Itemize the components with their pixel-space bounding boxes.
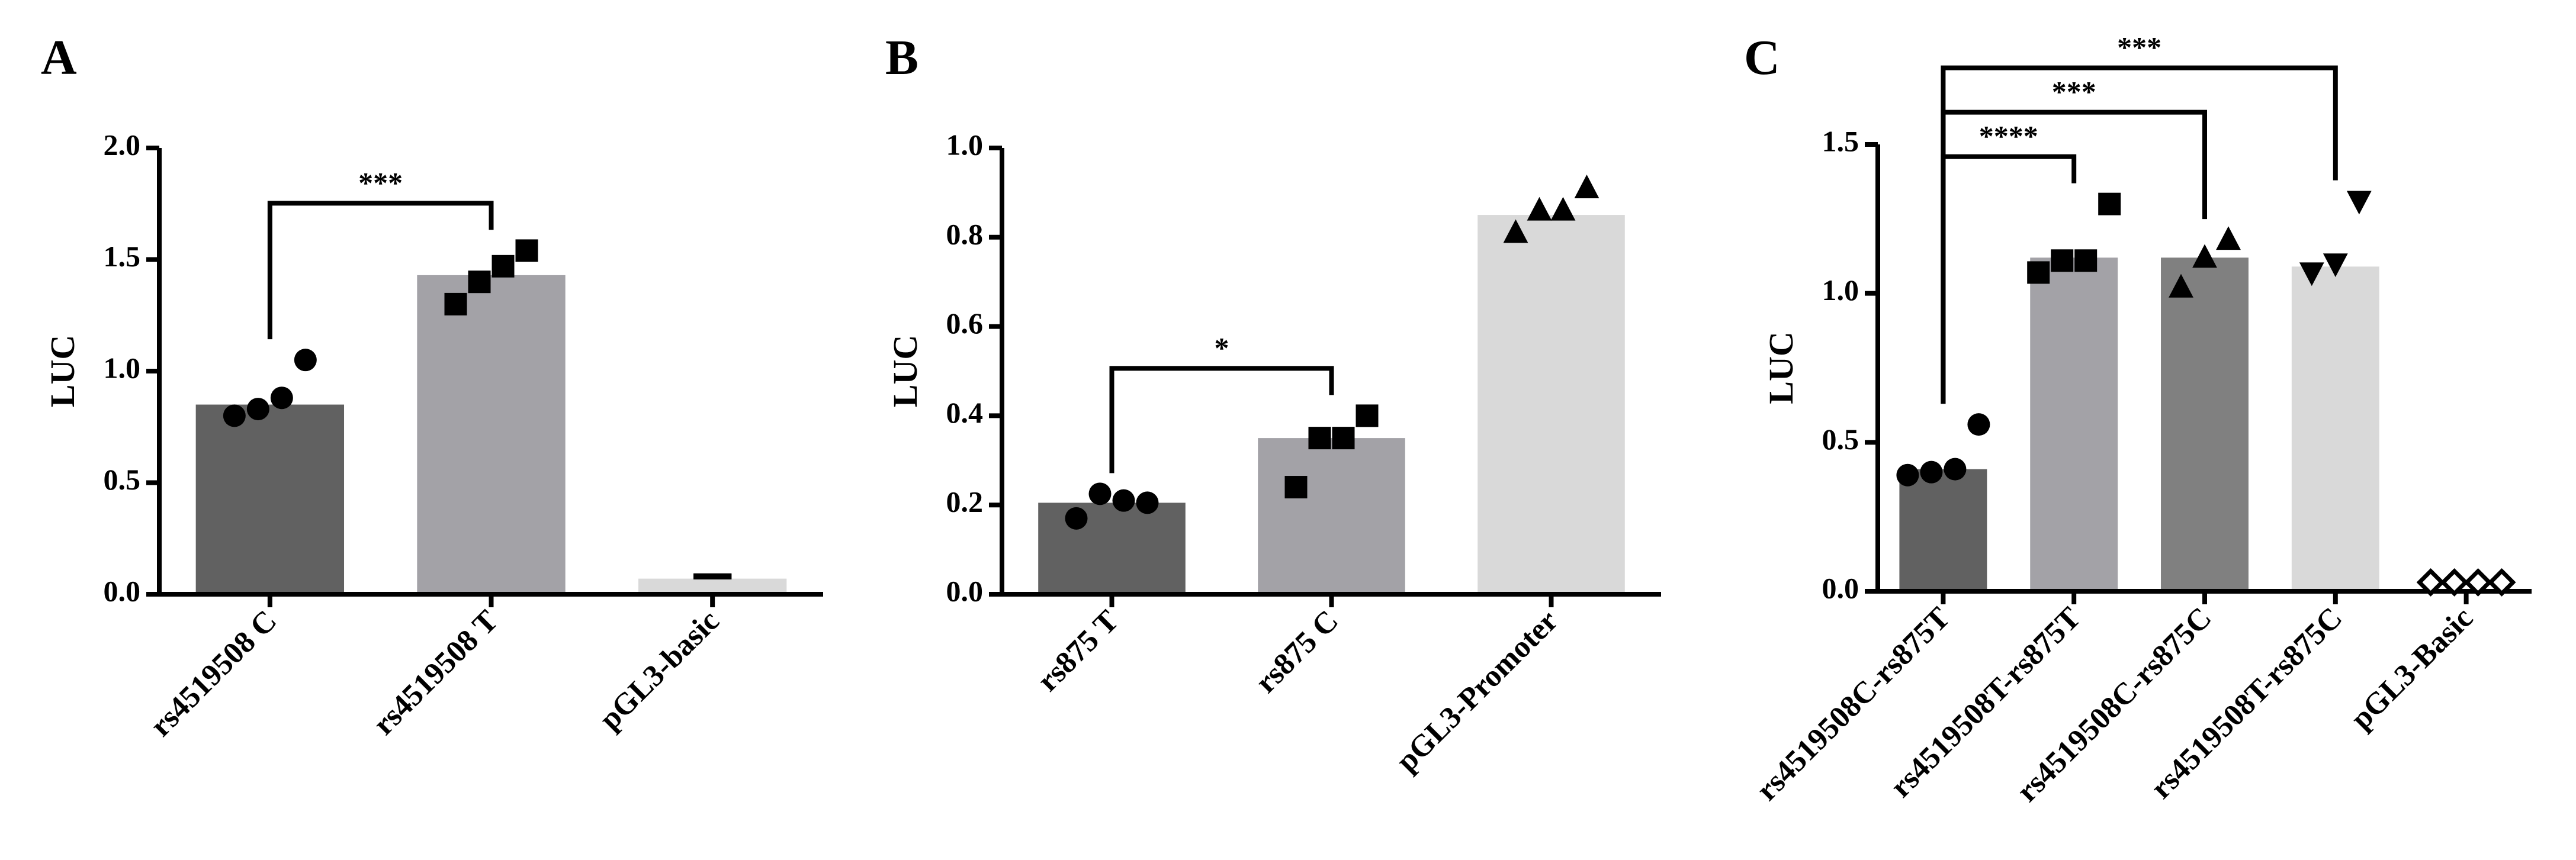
- point: [2299, 262, 2324, 286]
- panel: CLUC0.00.51.01.5rs4519508C-rs875Trs45195…: [1744, 30, 2532, 809]
- bar: [1038, 503, 1186, 594]
- y-tick-label: 0.2: [946, 485, 984, 518]
- y-axis-label: LUC: [1762, 331, 1800, 404]
- point: [515, 239, 538, 262]
- bar: [1258, 438, 1405, 594]
- point: [2169, 273, 2193, 298]
- y-tick-label: 0.4: [946, 396, 984, 429]
- panel: A LUC 0.0 0.5 1.0 1.5 2.0 rs4519508 C rs4519508 …: [41, 30, 823, 743]
- point: [468, 270, 491, 294]
- y-tick-label: 1.5: [1822, 124, 1859, 157]
- bar: [2030, 257, 2118, 591]
- bar: [638, 578, 787, 594]
- y-tick-label: 0.8: [946, 217, 984, 250]
- bar: [2291, 266, 2379, 591]
- x-tick-label: rs4519508 T: [367, 604, 505, 742]
- y-tick-label: 0.0: [104, 574, 141, 607]
- point: [294, 349, 317, 372]
- significance-bracket: [1941, 65, 2338, 404]
- point: [1136, 491, 1159, 514]
- point: [2487, 568, 2516, 597]
- point: [1527, 197, 1552, 221]
- point: [2440, 568, 2469, 597]
- point: [2416, 568, 2445, 597]
- point: [246, 398, 269, 421]
- point: [1308, 427, 1331, 450]
- y-tick-label: 1.0: [1822, 273, 1859, 307]
- panel-label: C: [1744, 30, 1780, 85]
- y-tick-label: 0.0: [1822, 571, 1859, 604]
- point: [1284, 476, 1308, 499]
- point: [1920, 460, 1943, 484]
- panel-label: A: [41, 30, 77, 85]
- point: [1550, 197, 1576, 221]
- panel-label: B: [885, 30, 918, 85]
- x-tick-label: pGL3-Basic: [2344, 601, 2479, 736]
- x-tick-label: pGL3-Promoter: [1390, 604, 1565, 778]
- point: [2027, 261, 2050, 284]
- point: [2098, 192, 2121, 215]
- y-tick-label: 0.0: [946, 574, 984, 607]
- significance-label: ***: [2117, 31, 2161, 64]
- point: [1574, 175, 1599, 198]
- point: [1088, 482, 1112, 505]
- point: [1356, 404, 1379, 427]
- y-tick-label: 1.0: [104, 351, 141, 384]
- point: [270, 386, 293, 410]
- x-tick-label: rs4519508 C: [144, 604, 283, 743]
- bar: [1477, 215, 1625, 595]
- y-tick-label: 0.6: [946, 307, 984, 340]
- point: [444, 292, 467, 315]
- point: [2463, 568, 2493, 597]
- point: [2074, 249, 2098, 272]
- significance-label: ***: [2052, 75, 2096, 108]
- y-tick-label: 0.5: [1822, 423, 1859, 456]
- y-tick-label: 1.0: [946, 128, 984, 161]
- point: [2216, 226, 2241, 250]
- point: [2192, 244, 2217, 268]
- point: [1065, 507, 1088, 530]
- point: [2051, 249, 2074, 272]
- x-tick-label: rs875 C: [1249, 604, 1345, 700]
- y-tick-label: 2.0: [104, 128, 141, 161]
- point: [1944, 458, 1967, 481]
- significance-bracket: [267, 201, 494, 340]
- point: [1332, 427, 1355, 450]
- point: [492, 255, 515, 278]
- point: [1503, 219, 1528, 243]
- bar: [1899, 469, 1987, 591]
- bar: [2161, 257, 2249, 591]
- panel: B LUC 0.0 0.2 0.4 0.6 0.8 1.0 rs875 T rs875 C pGL3…: [885, 30, 1661, 778]
- significance-label: ****: [1979, 120, 2038, 153]
- point: [1896, 463, 1919, 487]
- bar: [195, 404, 345, 594]
- x-tick-label: rs875 T: [1031, 604, 1125, 698]
- significance-label: *: [1215, 331, 1229, 364]
- y-axis-label: LUC: [43, 335, 82, 407]
- bar: [417, 275, 566, 594]
- point: [2346, 191, 2372, 215]
- x-tick-label: pGL3-basic: [593, 604, 725, 736]
- point: [1112, 489, 1135, 512]
- significance-bracket: [1109, 366, 1334, 474]
- significance-label: ***: [358, 166, 403, 199]
- point: [1967, 413, 1990, 436]
- point: [2323, 253, 2348, 278]
- y-axis-label: LUC: [886, 335, 924, 407]
- point: [223, 404, 246, 427]
- y-tick-label: 1.5: [104, 240, 141, 273]
- y-tick-label: 0.5: [104, 463, 141, 496]
